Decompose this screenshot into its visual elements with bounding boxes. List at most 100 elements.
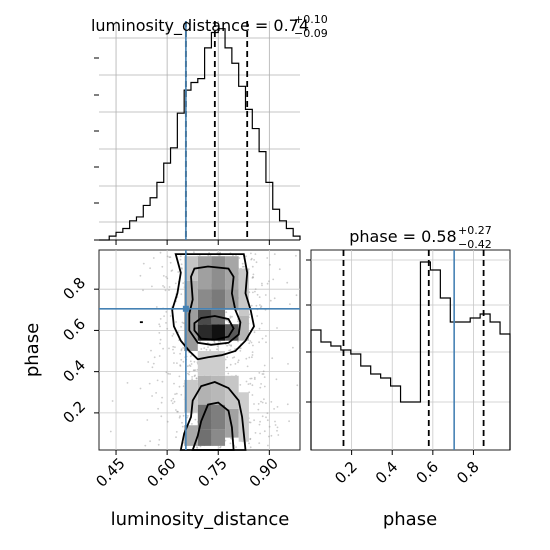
sample-point	[267, 444, 269, 447]
sample-point	[266, 257, 269, 259]
sample-point	[179, 255, 182, 258]
sample-point	[226, 356, 229, 358]
sample-point	[253, 259, 256, 261]
sample-point	[228, 349, 231, 352]
sample-point	[243, 265, 245, 268]
sample-point	[191, 376, 194, 378]
sample-point	[168, 289, 170, 291]
sample-point	[173, 352, 175, 354]
sample-point	[176, 362, 178, 364]
sample-point	[166, 277, 169, 280]
density-cell	[197, 375, 212, 405]
sample-point	[194, 418, 197, 421]
sample-point	[191, 378, 194, 381]
sample-point	[150, 349, 152, 352]
sample-point	[173, 362, 175, 364]
density-cell	[211, 375, 226, 405]
sample-point	[175, 321, 178, 323]
contour-line	[179, 381, 247, 451]
sample-point	[180, 263, 183, 266]
sample-point	[271, 357, 274, 360]
sample-point	[151, 366, 154, 369]
sample-point	[273, 408, 275, 410]
sample-point	[276, 429, 278, 432]
sample-point	[180, 325, 183, 328]
sample-point	[181, 268, 183, 270]
sample-point	[239, 350, 242, 352]
sample-point	[258, 442, 261, 444]
sample-point	[276, 327, 278, 329]
sample-point	[273, 297, 276, 300]
sample-point	[177, 331, 180, 333]
sample-point	[259, 386, 262, 389]
sample-point	[219, 340, 222, 343]
sample-point	[194, 374, 197, 377]
sample-point	[247, 383, 250, 385]
density-cell	[197, 429, 212, 446]
sample-point	[162, 275, 165, 277]
sample-point	[179, 415, 181, 418]
sample-point	[142, 262, 145, 265]
sample-point	[251, 394, 254, 396]
sample-point	[224, 358, 227, 361]
sample-point	[261, 284, 263, 287]
sample-point	[200, 348, 203, 350]
sample-point	[209, 349, 212, 351]
sample-point	[165, 276, 168, 278]
sample-point	[249, 340, 252, 342]
sample-point	[192, 369, 195, 372]
y-tick-label: 0.6	[59, 315, 89, 345]
x-tick-label: 0.6	[413, 458, 443, 488]
sample-point	[144, 444, 147, 447]
sample-point	[146, 419, 149, 421]
sample-point	[256, 315, 259, 317]
density-cell	[184, 309, 198, 325]
sample-point	[250, 377, 253, 380]
sample-point	[251, 265, 254, 268]
density-cell	[197, 324, 212, 341]
sample-point	[182, 385, 185, 388]
sample-point	[265, 335, 267, 337]
sample-point	[158, 355, 161, 357]
sample-point	[149, 267, 152, 270]
panel-title-phase: phase = 0.58	[349, 227, 456, 246]
sample-point	[236, 309, 239, 312]
sample-point	[250, 304, 253, 307]
sample-point	[287, 363, 289, 365]
sample-point	[187, 415, 189, 417]
sample-point	[253, 403, 255, 405]
sample-point	[174, 346, 176, 348]
sample-point	[233, 356, 236, 359]
sample-point	[229, 316, 232, 319]
sample-point	[258, 341, 260, 344]
sample-point	[172, 345, 175, 348]
sample-point	[261, 337, 264, 340]
sample-point	[179, 258, 182, 261]
sample-point	[165, 322, 167, 324]
sample-point	[272, 278, 275, 281]
sample-point	[159, 318, 162, 320]
sample-point	[180, 293, 183, 296]
x-tick-label: 0.8	[453, 458, 483, 488]
density-cell	[238, 315, 249, 341]
sample-point	[256, 293, 259, 296]
sample-point	[180, 393, 183, 396]
sample-point	[274, 420, 276, 423]
sample-point	[249, 437, 252, 440]
sample-point	[175, 409, 177, 411]
sample-point	[162, 347, 165, 350]
x-tick-label: 0.60	[143, 454, 179, 490]
sample-point	[173, 400, 176, 403]
sample-point	[188, 373, 190, 376]
density-cell	[197, 256, 212, 290]
sample-point	[230, 344, 232, 347]
sample-point	[216, 348, 218, 351]
sample-point	[227, 321, 230, 324]
sample-point	[139, 387, 142, 390]
sample-point	[262, 373, 265, 375]
sample-point	[171, 402, 174, 405]
density-cell	[211, 404, 226, 430]
density-cell	[197, 289, 212, 310]
sample-point	[160, 401, 163, 404]
